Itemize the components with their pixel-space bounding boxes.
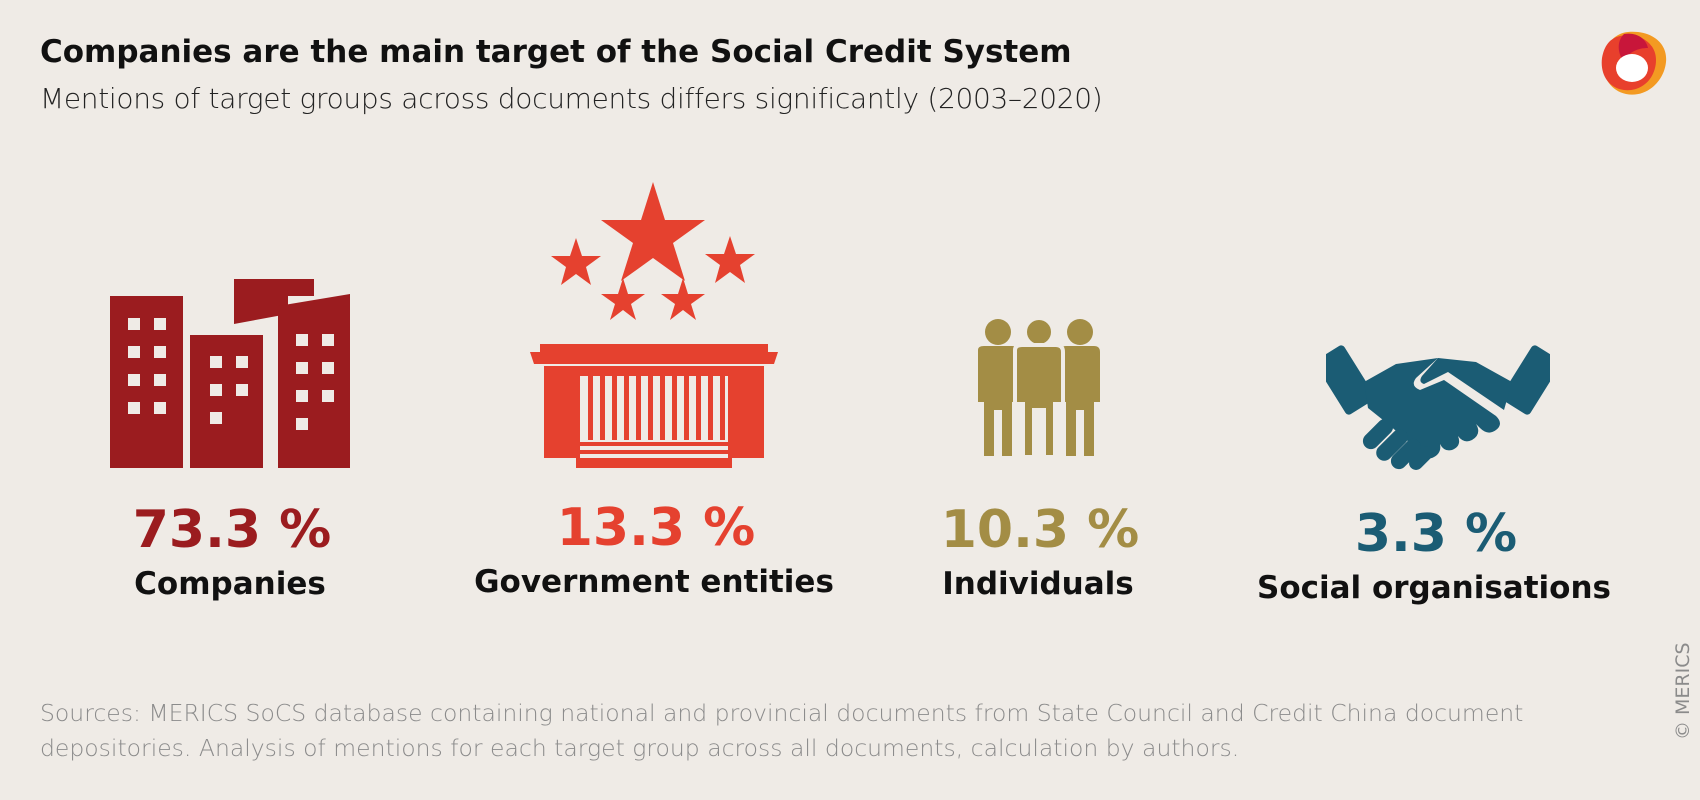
handshake-icon bbox=[1326, 345, 1550, 470]
source-note: Sources: MERICS SoCS database containing… bbox=[40, 699, 1524, 762]
merics-logo-icon bbox=[1601, 31, 1667, 95]
category-label-individuals: Individuals bbox=[942, 566, 1134, 602]
category-label-companies: Companies bbox=[134, 566, 326, 602]
copyright-note: © MERICS bbox=[1672, 642, 1694, 740]
value-label-government: 13.3 % bbox=[556, 498, 756, 558]
category-label-social-organisations: Social organisations bbox=[1257, 570, 1611, 606]
value-label-social-organisations: 3.3 % bbox=[1354, 504, 1518, 564]
value-label-companies: 73.3 % bbox=[132, 500, 332, 560]
government-building-icon bbox=[530, 182, 778, 468]
people-group-icon bbox=[978, 318, 1100, 458]
value-label-individuals: 10.3 % bbox=[940, 500, 1140, 560]
category-label-government: Government entities bbox=[474, 564, 834, 600]
chart-title: Companies are the main target of the Soc… bbox=[40, 34, 1072, 70]
chart-subtitle: Mentions of target groups across documen… bbox=[40, 82, 1103, 115]
city-buildings-icon bbox=[110, 279, 350, 468]
